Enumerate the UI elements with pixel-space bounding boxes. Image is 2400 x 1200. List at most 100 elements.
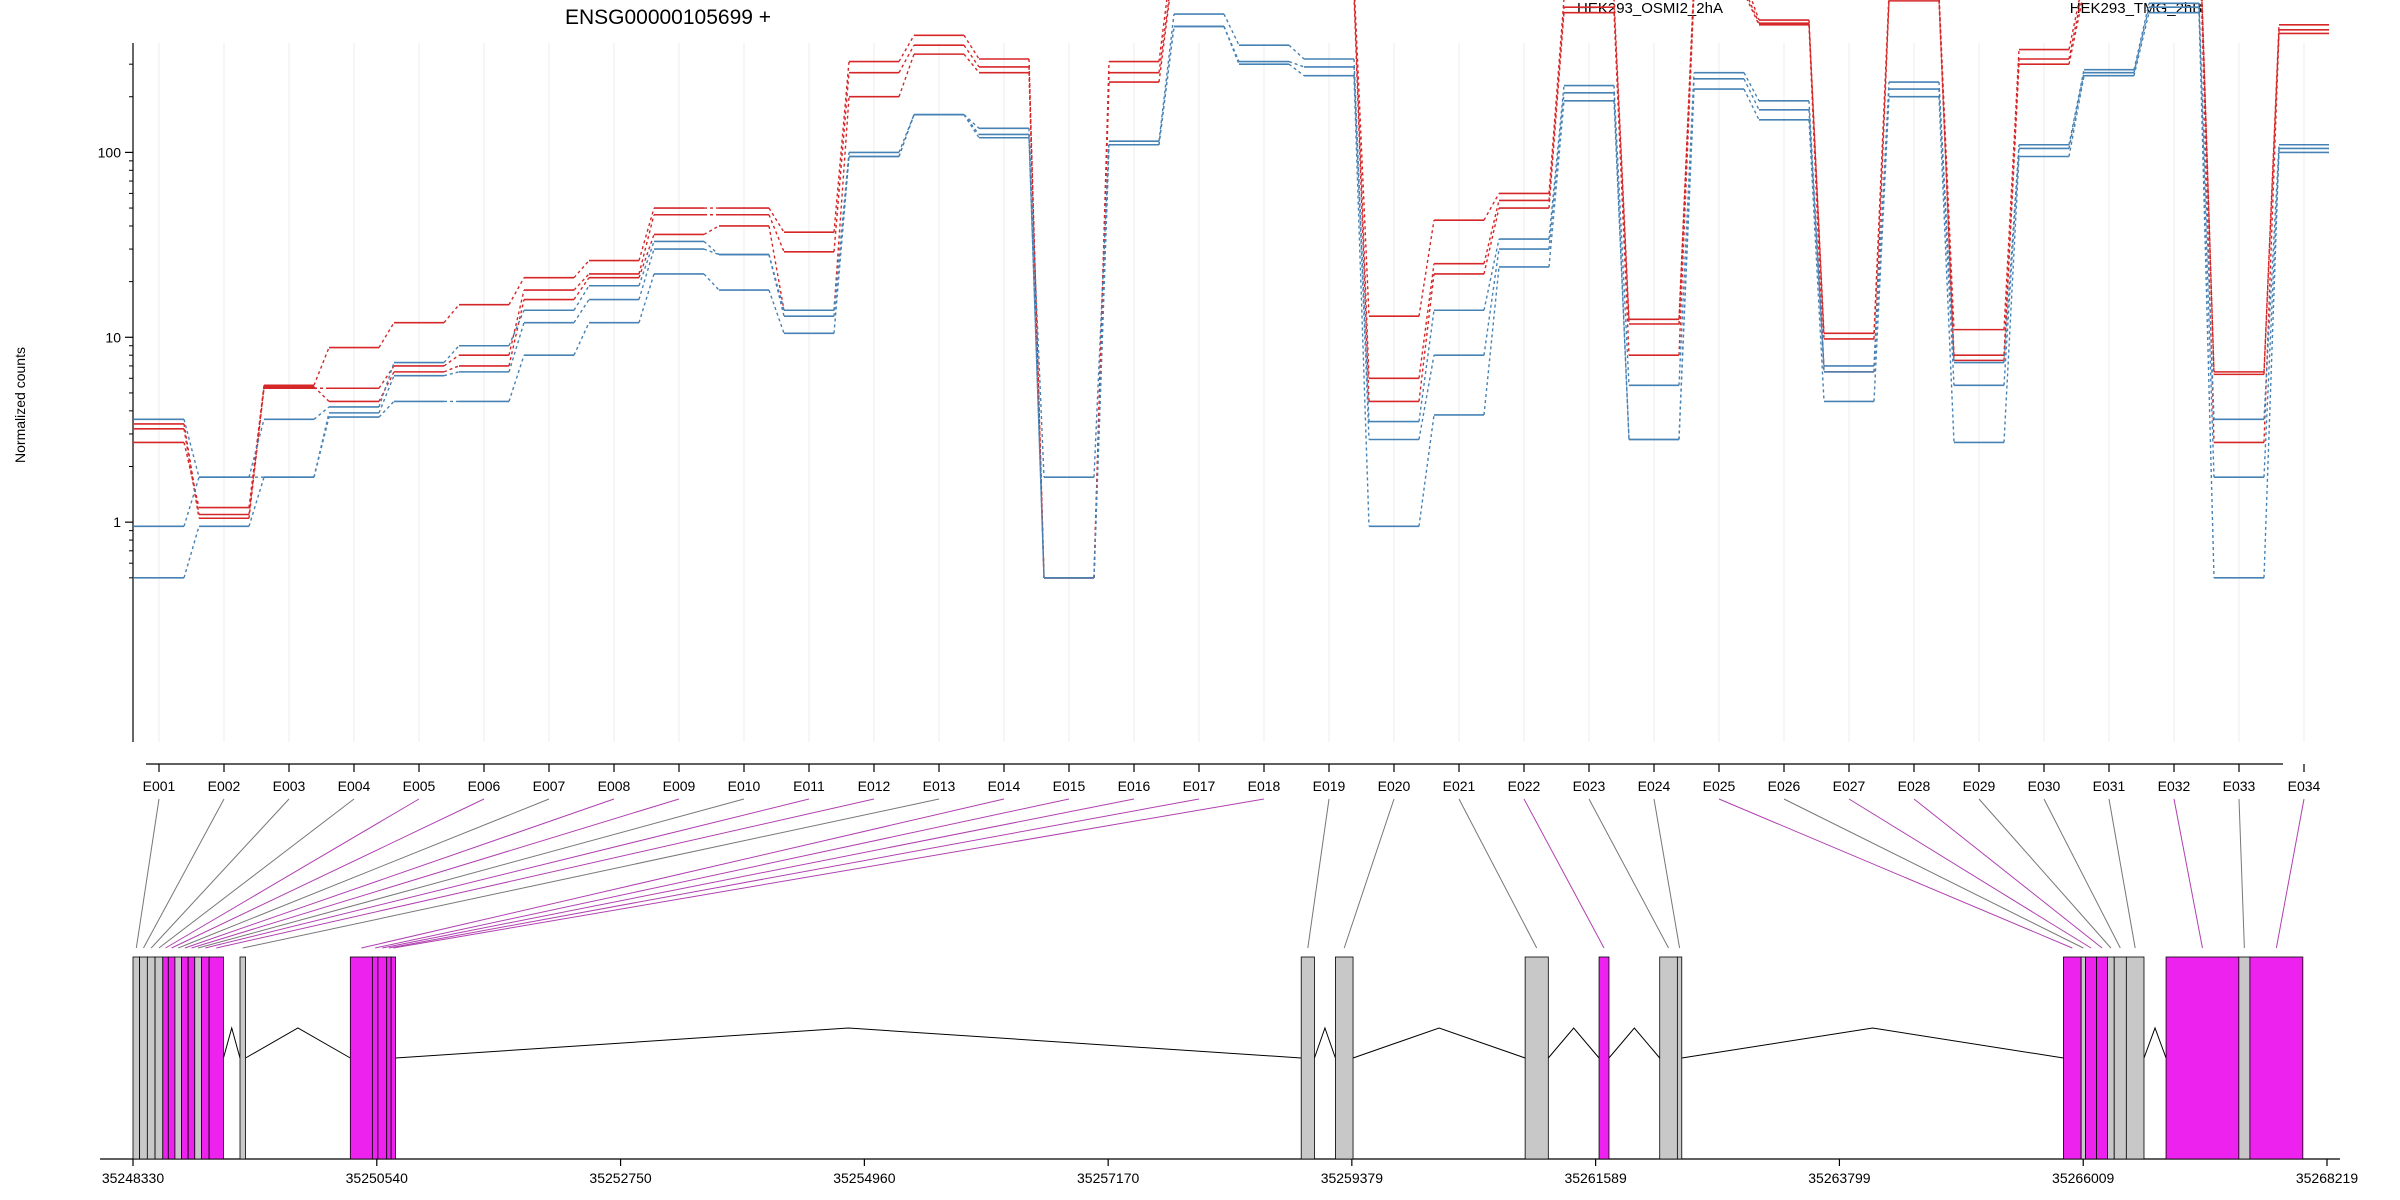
series-connector xyxy=(2201,0,2215,375)
axes: 1101001000E001E002E003E004E005E006E007E0… xyxy=(98,43,2321,794)
series-connector xyxy=(1808,119,1825,402)
series-connector xyxy=(638,248,655,300)
series-connector xyxy=(1748,0,1760,24)
series-connector xyxy=(1938,82,1955,363)
series-connector xyxy=(2068,72,2085,149)
series-connector xyxy=(963,114,980,135)
series-connector xyxy=(2068,0,2082,60)
connector-e004 xyxy=(158,798,355,949)
y-axis-label: Normalized counts xyxy=(12,347,28,463)
x-tick-label-e011: E011 xyxy=(793,778,825,794)
x-tick-label-e033: E033 xyxy=(2223,778,2256,794)
series-connector xyxy=(1548,92,1565,250)
series-connector xyxy=(313,347,330,386)
exon-bin-e007 xyxy=(174,956,182,1160)
genome-tick-label: 35261589 xyxy=(1564,1170,1627,1186)
x-tick-label-e012: E012 xyxy=(858,778,891,794)
series-connector xyxy=(1418,414,1435,527)
series-connector xyxy=(2133,7,2150,73)
x-tick-label-e021: E021 xyxy=(1443,778,1476,794)
connector-e017 xyxy=(388,798,1200,949)
exon-bin-e023 xyxy=(1659,956,1678,1160)
series-connector xyxy=(963,44,980,68)
series-connector xyxy=(1548,100,1565,268)
series-connector xyxy=(1548,85,1565,240)
genome-tick-label: 35259379 xyxy=(1321,1170,1384,1186)
series-connector xyxy=(1483,193,1500,221)
connector-e013 xyxy=(242,798,940,949)
x-tick-label-e018: E018 xyxy=(1248,778,1281,794)
connector-e021 xyxy=(1458,798,1538,949)
series-connector xyxy=(183,526,200,579)
series-lines xyxy=(134,0,2329,579)
series-connector xyxy=(1678,0,1695,325)
series-connector xyxy=(963,114,980,139)
genome-tick-label: 35268219 xyxy=(2296,1170,2359,1186)
connector-e029 xyxy=(1978,798,2112,949)
series-connector xyxy=(1743,78,1760,111)
genome-tick-label: 35248330 xyxy=(102,1170,165,1186)
intron-line xyxy=(395,1027,1302,1059)
exon-bin-e008 xyxy=(181,956,189,1160)
series-connector xyxy=(1808,24,1825,372)
connector-e002 xyxy=(143,798,225,949)
connector-e030 xyxy=(2043,798,2121,949)
series-connector xyxy=(2263,144,2280,420)
series-connector xyxy=(1938,96,1955,443)
series-connector xyxy=(638,241,655,286)
x-tick-label-e013: E013 xyxy=(923,778,956,794)
exon-bin-e030 xyxy=(2113,956,2127,1160)
exon-bin-e017 xyxy=(386,956,392,1160)
connector-e016 xyxy=(382,798,1135,949)
exon-bin-e013 xyxy=(239,956,246,1160)
series-connector xyxy=(1353,0,1370,402)
series-connector xyxy=(833,156,850,317)
x-tick-label-e024: E024 xyxy=(1638,778,1671,794)
series-connector xyxy=(248,477,265,527)
x-tick-label-e016: E016 xyxy=(1118,778,1151,794)
series-2 xyxy=(134,0,2329,579)
series-6 xyxy=(134,11,2329,579)
x-tick-label-e017: E017 xyxy=(1183,778,1216,794)
series-connector xyxy=(1743,72,1760,102)
series-connector xyxy=(508,309,525,347)
exon-bin-e031 xyxy=(2125,956,2145,1160)
series-connector xyxy=(1808,109,1825,372)
x-tick-label-e028: E028 xyxy=(1898,778,1931,794)
exon-bin-e002 xyxy=(139,956,148,1160)
connector-e015 xyxy=(375,798,1070,949)
series-connector xyxy=(898,44,915,73)
series-connector xyxy=(1418,220,1435,317)
series-connector xyxy=(1873,0,1890,339)
series-connector xyxy=(2068,69,2085,145)
series-connector xyxy=(508,322,525,373)
series-connector xyxy=(2263,33,2280,443)
intron-line xyxy=(222,1026,241,1059)
series-connector xyxy=(1483,266,1500,416)
exon-bin-e028 xyxy=(2096,956,2108,1160)
genome-tick-label: 35263799 xyxy=(1808,1170,1871,1186)
genome-tick-label: 35257170 xyxy=(1077,1170,1140,1186)
series-connector xyxy=(378,322,395,348)
exon-bin-e003 xyxy=(146,956,156,1160)
series-connector xyxy=(508,289,525,356)
exon-bin-e021 xyxy=(1524,956,1549,1160)
series-connector xyxy=(1158,26,1175,145)
connector-e005 xyxy=(165,798,420,949)
series-connector xyxy=(768,289,785,334)
x-tick-label-e007: E007 xyxy=(533,778,566,794)
series-connector xyxy=(313,412,330,478)
exon-bin-e018 xyxy=(390,956,396,1160)
series-connector xyxy=(378,362,395,408)
intron-line xyxy=(1313,1026,1336,1059)
series-connector xyxy=(1743,88,1760,121)
series-connector xyxy=(833,61,850,233)
exon-bin-e022 xyxy=(1598,956,1610,1160)
series-3 xyxy=(134,0,2329,579)
series-connector xyxy=(573,299,590,324)
series-connector xyxy=(1613,100,1630,440)
x-tick-label-e032: E032 xyxy=(2158,778,2191,794)
connector-e009 xyxy=(191,798,680,949)
gridlines xyxy=(158,43,2305,742)
series-connector xyxy=(1483,207,1500,275)
